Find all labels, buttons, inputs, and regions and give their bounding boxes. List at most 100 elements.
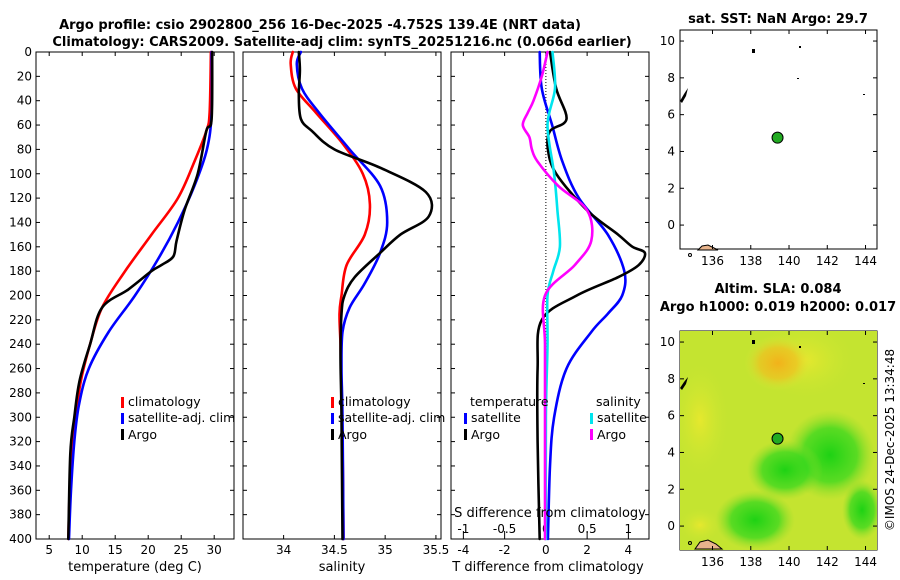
legend-label-satellite: satellite-adj. clim [338, 410, 445, 425]
map-xtick-label: 142 [816, 555, 839, 569]
xtick-label: 34 [276, 543, 291, 557]
legend-swatch-s-satellite [590, 413, 593, 424]
legend-label-climatology: climatology [338, 394, 411, 409]
legend-label-argo: Argo [128, 427, 157, 442]
legend-swatch-argo [331, 429, 334, 440]
title-line-2: Climatology: CARS2009. Satellite-adj cli… [52, 35, 631, 50]
xtick-label: 35.5 [423, 543, 450, 557]
xtick-label: -2 [499, 543, 511, 557]
salinity-xlabel: salinity [319, 560, 366, 575]
legend-heading-temperature: temperature [470, 394, 549, 409]
ytick-label: 160 [9, 240, 32, 254]
ytick-label: 20 [17, 69, 32, 83]
ytick-label: 340 [9, 459, 32, 473]
watermark: ©IMOS 24-Dec-2025 13:34:48 [883, 349, 897, 531]
map-ytick-label: 10 [660, 335, 675, 349]
sst-map-title: sat. SST: NaN Argo: 29.7 [688, 12, 868, 27]
legend-swatch-s-argo [590, 429, 593, 440]
series-line-temperature-profile-argo [67, 50, 214, 541]
map-ytick-label: 4 [667, 445, 675, 459]
ytick-label: 240 [9, 337, 32, 351]
map-xtick-label: 142 [816, 254, 839, 268]
legend-swatch-satellite [331, 413, 334, 424]
ytick-label: 0 [24, 45, 32, 59]
xtick-label: 35 [378, 543, 393, 557]
map-ytick-label: 2 [667, 181, 675, 195]
legend-label-t-satellite: satellite [471, 410, 521, 425]
ytick-label: 120 [9, 191, 32, 205]
xtick-label: 5 [45, 543, 53, 557]
map-xtick-label: 140 [778, 254, 801, 268]
ytick-label: 260 [9, 362, 32, 376]
x2tick-label: -1 [457, 522, 469, 536]
title-line-1: Argo profile: csio 2902800_256 16-Dec-20… [59, 18, 581, 33]
ytick-label: 60 [17, 118, 32, 132]
x2tick-label: 0.5 [578, 522, 597, 536]
salinity-legend: climatology satellite-adj. clim Argo [331, 394, 445, 442]
sla-map-coastlines [680, 340, 865, 550]
map-ytick-label: 2 [667, 482, 675, 496]
temperature-xlabel: temperature (deg C) [68, 560, 202, 575]
sla-map-title-line-2: Argo h1000: 0.019 h2000: 0.017 [660, 300, 896, 315]
xtick-label: 20 [141, 543, 156, 557]
argo-location-marker [771, 131, 784, 144]
difference-legend: temperature satellite Argo salinity sate… [464, 394, 647, 442]
map-ytick-label: 0 [667, 218, 675, 232]
ytick-label: 180 [9, 264, 32, 278]
map-xtick-label: 136 [701, 254, 724, 268]
map-xtick-label: 138 [739, 555, 762, 569]
legend-swatch-argo [121, 429, 124, 440]
ytick-label: 300 [9, 410, 32, 424]
xtick-label: -4 [457, 543, 469, 557]
series-line-difference-profile-temperature-argo [535, 50, 647, 541]
ytick-label: 200 [9, 289, 32, 303]
xtick-label: 2 [583, 543, 591, 557]
series-line-salinity-profile-argo [297, 50, 434, 541]
legend-label-t-argo: Argo [471, 427, 500, 442]
map-xtick-label: 140 [778, 555, 801, 569]
temperature-legend: climatology satellite-adj. clim Argo [121, 394, 235, 442]
difference-x2label: S difference from climatology [454, 506, 646, 521]
xtick-label: 34.5 [321, 543, 348, 557]
x2tick-label: 1 [625, 522, 633, 536]
map-ytick-label: 8 [667, 372, 675, 386]
ytick-label: 80 [17, 142, 32, 156]
xtick-label: 30 [207, 543, 222, 557]
legend-swatch-climatology [121, 397, 124, 408]
legend-label-argo: Argo [338, 427, 367, 442]
legend-swatch-climatology [331, 397, 334, 408]
difference-xlabel: T difference from climatology [451, 560, 644, 575]
ytick-label: 400 [9, 532, 32, 546]
legend-label-satellite: satellite-adj. clim [128, 410, 235, 425]
ytick-label: 220 [9, 313, 32, 327]
legend-swatch-satellite [121, 413, 124, 424]
map-xtick-label: 138 [739, 254, 762, 268]
xtick-label: 0 [542, 543, 550, 557]
ytick-label: 280 [9, 386, 32, 400]
ytick-label: 380 [9, 508, 32, 522]
map-ytick-label: 0 [667, 519, 675, 533]
ytick-label: 360 [9, 483, 32, 497]
x2tick-label: -0.5 [493, 522, 516, 536]
legend-swatch-t-argo [464, 429, 467, 440]
xtick-label: 10 [75, 543, 90, 557]
map-xtick-label: 144 [854, 555, 877, 569]
ytick-label: 320 [9, 435, 32, 449]
map-ytick-label: 4 [667, 144, 675, 158]
sla-map-title-line-1: Altim. SLA: 0.084 [715, 282, 842, 297]
xtick-label: 25 [174, 543, 189, 557]
sst-map-coastlines [680, 46, 865, 257]
legend-label-climatology: climatology [128, 394, 201, 409]
xtick-label: 15 [108, 543, 123, 557]
xtick-label: 4 [625, 543, 633, 557]
map-xtick-label: 136 [701, 555, 724, 569]
series-line-temperature-profile-satellite-adj-clim [67, 50, 214, 541]
legend-label-s-argo: Argo [597, 427, 626, 442]
argo-location-marker [771, 432, 784, 445]
map-ytick-label: 8 [667, 71, 675, 85]
map-ytick-label: 10 [660, 34, 675, 48]
map-ytick-label: 6 [667, 409, 675, 423]
ytick-label: 140 [9, 215, 32, 229]
legend-heading-salinity: salinity [596, 394, 641, 409]
